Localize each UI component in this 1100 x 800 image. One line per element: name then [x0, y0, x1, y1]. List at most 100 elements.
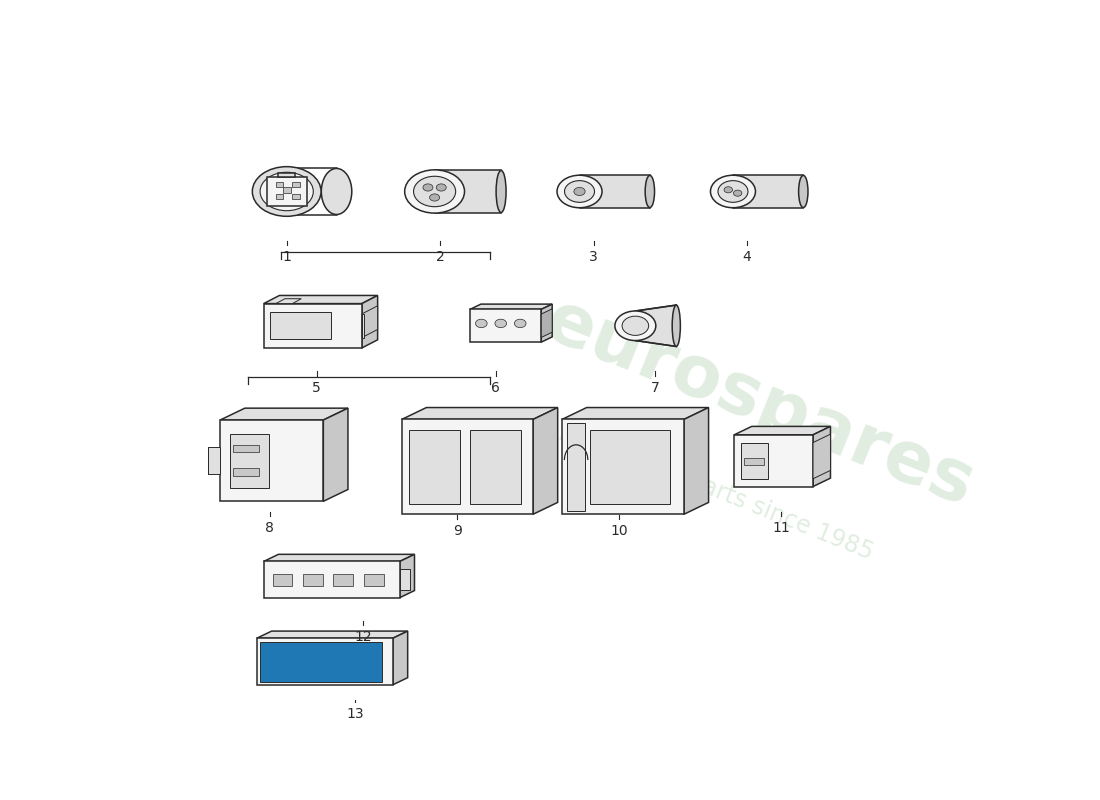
Text: 10: 10 [610, 524, 628, 538]
Bar [283, 187, 290, 193]
Polygon shape [399, 554, 415, 598]
Text: eurospares: eurospares [535, 286, 984, 522]
Polygon shape [257, 631, 408, 638]
Text: 8: 8 [265, 521, 274, 535]
Circle shape [574, 187, 585, 195]
Bar [741, 442, 768, 478]
Text: 3: 3 [590, 250, 598, 264]
Bar [273, 574, 293, 586]
Polygon shape [813, 426, 830, 486]
Bar [230, 434, 270, 488]
Polygon shape [362, 306, 377, 338]
Text: 4: 4 [742, 250, 751, 264]
Circle shape [414, 176, 455, 206]
Bar [266, 666, 290, 678]
Polygon shape [470, 310, 541, 342]
Circle shape [623, 316, 649, 335]
Polygon shape [580, 175, 650, 207]
Polygon shape [220, 420, 323, 502]
Bar [270, 313, 331, 339]
Polygon shape [264, 303, 362, 348]
Circle shape [724, 186, 733, 193]
Circle shape [475, 319, 487, 328]
Bar [344, 666, 370, 678]
Ellipse shape [496, 170, 506, 213]
Polygon shape [402, 407, 558, 419]
Bar [304, 574, 322, 586]
Circle shape [405, 170, 464, 213]
Circle shape [252, 166, 321, 216]
Ellipse shape [646, 175, 654, 207]
Bar [293, 194, 300, 199]
Polygon shape [735, 435, 813, 486]
Bar [261, 642, 382, 682]
Circle shape [260, 172, 313, 210]
Polygon shape [541, 304, 552, 342]
Bar [293, 182, 300, 187]
Polygon shape [362, 295, 377, 348]
Polygon shape [562, 407, 708, 419]
Bar [399, 570, 410, 590]
Ellipse shape [799, 175, 808, 207]
Text: 6: 6 [491, 381, 501, 394]
Polygon shape [264, 295, 377, 303]
Polygon shape [470, 304, 552, 310]
Polygon shape [636, 305, 676, 346]
Polygon shape [257, 638, 393, 685]
Polygon shape [402, 419, 534, 514]
Text: 13: 13 [346, 707, 364, 721]
Bar [333, 574, 353, 586]
Polygon shape [541, 309, 552, 338]
Bar [409, 430, 461, 504]
Text: 9: 9 [453, 524, 462, 538]
Polygon shape [813, 434, 830, 478]
Text: 11: 11 [772, 521, 790, 535]
Polygon shape [278, 173, 295, 177]
Polygon shape [323, 408, 348, 502]
Bar [276, 194, 284, 199]
Bar [266, 646, 290, 659]
Polygon shape [393, 631, 408, 685]
Bar [305, 646, 330, 659]
Bar [470, 430, 521, 504]
Text: 1: 1 [283, 250, 292, 264]
Polygon shape [264, 554, 415, 562]
Circle shape [615, 311, 656, 341]
Bar [305, 666, 330, 678]
Circle shape [718, 181, 748, 202]
Text: 12: 12 [354, 630, 372, 644]
Circle shape [424, 184, 433, 191]
Bar [745, 458, 764, 465]
Polygon shape [264, 562, 399, 598]
Polygon shape [209, 447, 220, 474]
Text: 2: 2 [436, 250, 444, 264]
Polygon shape [733, 175, 803, 207]
Circle shape [430, 194, 440, 201]
Bar [591, 430, 670, 504]
Text: passion for parts since 1985: passion for parts since 1985 [558, 416, 877, 564]
Circle shape [437, 184, 447, 191]
Polygon shape [735, 426, 830, 435]
Circle shape [734, 190, 741, 196]
Bar [233, 469, 260, 476]
Text: 5: 5 [312, 381, 321, 394]
Circle shape [495, 319, 507, 328]
Circle shape [711, 175, 756, 208]
Bar [266, 177, 307, 206]
Polygon shape [684, 407, 708, 514]
Ellipse shape [321, 169, 352, 214]
Polygon shape [562, 419, 684, 514]
Polygon shape [434, 170, 502, 213]
Ellipse shape [672, 305, 681, 346]
Bar [364, 574, 384, 586]
Bar [362, 314, 364, 338]
Polygon shape [276, 298, 301, 303]
Circle shape [515, 319, 526, 328]
Bar [344, 646, 370, 659]
Bar [276, 182, 284, 187]
Bar [566, 422, 585, 511]
Polygon shape [534, 407, 558, 514]
Circle shape [564, 181, 594, 202]
Text: 7: 7 [650, 381, 659, 394]
Circle shape [557, 175, 602, 208]
